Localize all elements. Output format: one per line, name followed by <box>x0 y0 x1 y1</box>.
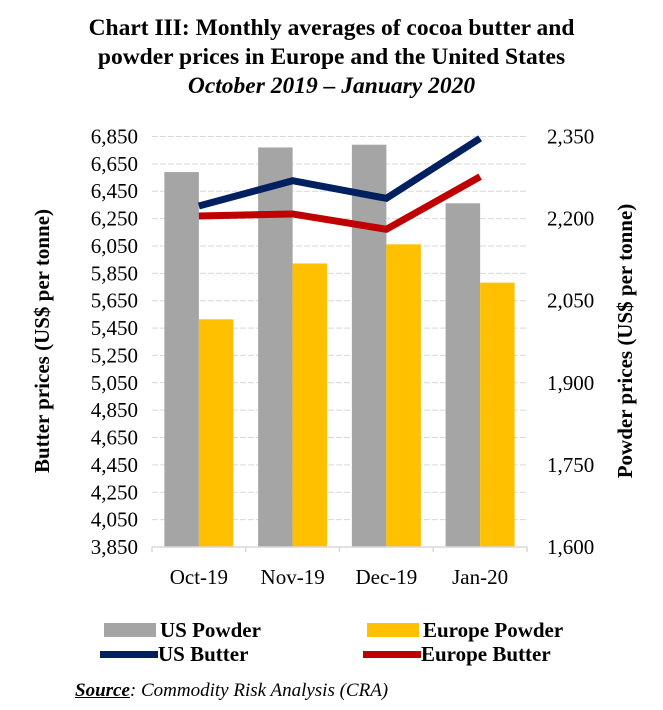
right-tick-label: 2,200 <box>547 207 594 231</box>
combo-chart: Oct-19 Nov-19 Dec-19 Jan-20 3,850 4,050 4,250… <box>30 125 637 590</box>
left-tick-label: 6,250 <box>91 207 138 231</box>
left-tick-label: 5,050 <box>91 371 138 395</box>
legend-swatch-us-powder <box>104 623 156 637</box>
source-text: : Commodity Risk Analysis (CRA) <box>129 680 389 701</box>
left-axis-title: Butter prices (US$ per tonne) <box>30 209 54 473</box>
right-tick-label: 2,350 <box>547 125 594 149</box>
left-tick-label: 5,850 <box>91 261 138 285</box>
bar-europe-powder <box>386 244 421 548</box>
left-tick-label: 4,050 <box>91 508 138 532</box>
legend-item-europe-powder: Europe Powder <box>367 618 563 642</box>
chart-subtitle: October 2019 – January 2020 <box>187 73 476 99</box>
x-axis: Oct-19 Nov-19 Dec-19 Jan-20 <box>151 546 528 589</box>
left-y-axis: 3,850 4,050 4,250 4,450 4,650 4,850 5,050 5,250… <box>91 125 138 560</box>
x-tick-label: Nov-19 <box>261 565 325 589</box>
line-europe-butter <box>198 173 482 233</box>
right-tick-label: 1,600 <box>547 535 594 559</box>
bar-us-powder <box>258 147 293 548</box>
left-tick-label: 3,850 <box>91 535 138 559</box>
x-tick-label: Oct-19 <box>170 565 228 589</box>
bars <box>164 144 515 548</box>
lines <box>197 135 483 233</box>
left-tick-label: 6,050 <box>91 234 138 258</box>
bar-europe-powder <box>198 319 234 547</box>
chart-title-line-1: Chart III: Monthly averages of cocoa but… <box>88 15 575 41</box>
chart-title-line-2: powder prices in Europe and the United S… <box>97 44 566 70</box>
left-tick-label: 6,850 <box>91 125 138 149</box>
right-tick-label: 1,750 <box>547 453 594 477</box>
left-tick-label: 4,450 <box>91 453 138 477</box>
chart-title: Chart III: Monthly averages of cocoa but… <box>0 14 663 72</box>
x-tick-label: Dec-19 <box>355 565 417 589</box>
left-tick-label: 4,250 <box>91 480 138 504</box>
legend-item-us-butter: US Butter <box>100 642 248 666</box>
legend-label-europe-butter: Europe Butter <box>421 641 551 666</box>
right-y-axis: 1,600 1,750 1,900 2,050 2,200 2,350 <box>547 125 594 560</box>
legend-label-europe-powder: Europe Powder <box>423 617 564 642</box>
left-tick-label: 6,650 <box>91 152 138 176</box>
x-tick-label: Jan-20 <box>452 565 508 589</box>
bar-europe-powder <box>480 282 515 547</box>
left-tick-label: 5,450 <box>91 316 138 340</box>
source-label: Source <box>75 680 130 701</box>
left-tick-label: 6,450 <box>91 179 138 203</box>
right-tick-label: 1,900 <box>547 371 594 395</box>
bar-us-powder <box>351 144 387 547</box>
line-us-butter <box>197 135 483 210</box>
right-tick-label: 2,050 <box>547 289 594 313</box>
legend-swatch-europe-butter <box>363 650 421 658</box>
source-note: Source: Commodity Risk Analysis (CRA) <box>75 680 388 702</box>
bar-europe-powder <box>292 263 328 547</box>
legend-item-europe-butter: Europe Butter <box>363 642 551 666</box>
legend-label-us-butter: US Butter <box>158 641 249 666</box>
legend-label-us-powder: US Powder <box>160 617 261 642</box>
legend: US Powder Europe Powder US Butter Europe… <box>0 614 663 666</box>
right-axis-title: Powder prices (US$ per tonne) <box>613 204 637 479</box>
bar-us-powder <box>445 203 481 548</box>
left-tick-label: 4,850 <box>91 398 138 422</box>
legend-swatch-europe-powder <box>367 623 419 637</box>
legend-item-us-powder: US Powder <box>104 618 261 642</box>
left-tick-label: 5,650 <box>91 289 138 313</box>
left-tick-label: 5,250 <box>91 343 138 367</box>
bar-us-powder <box>164 172 199 547</box>
left-tick-label: 4,650 <box>91 426 138 450</box>
legend-swatch-us-butter <box>100 650 158 658</box>
